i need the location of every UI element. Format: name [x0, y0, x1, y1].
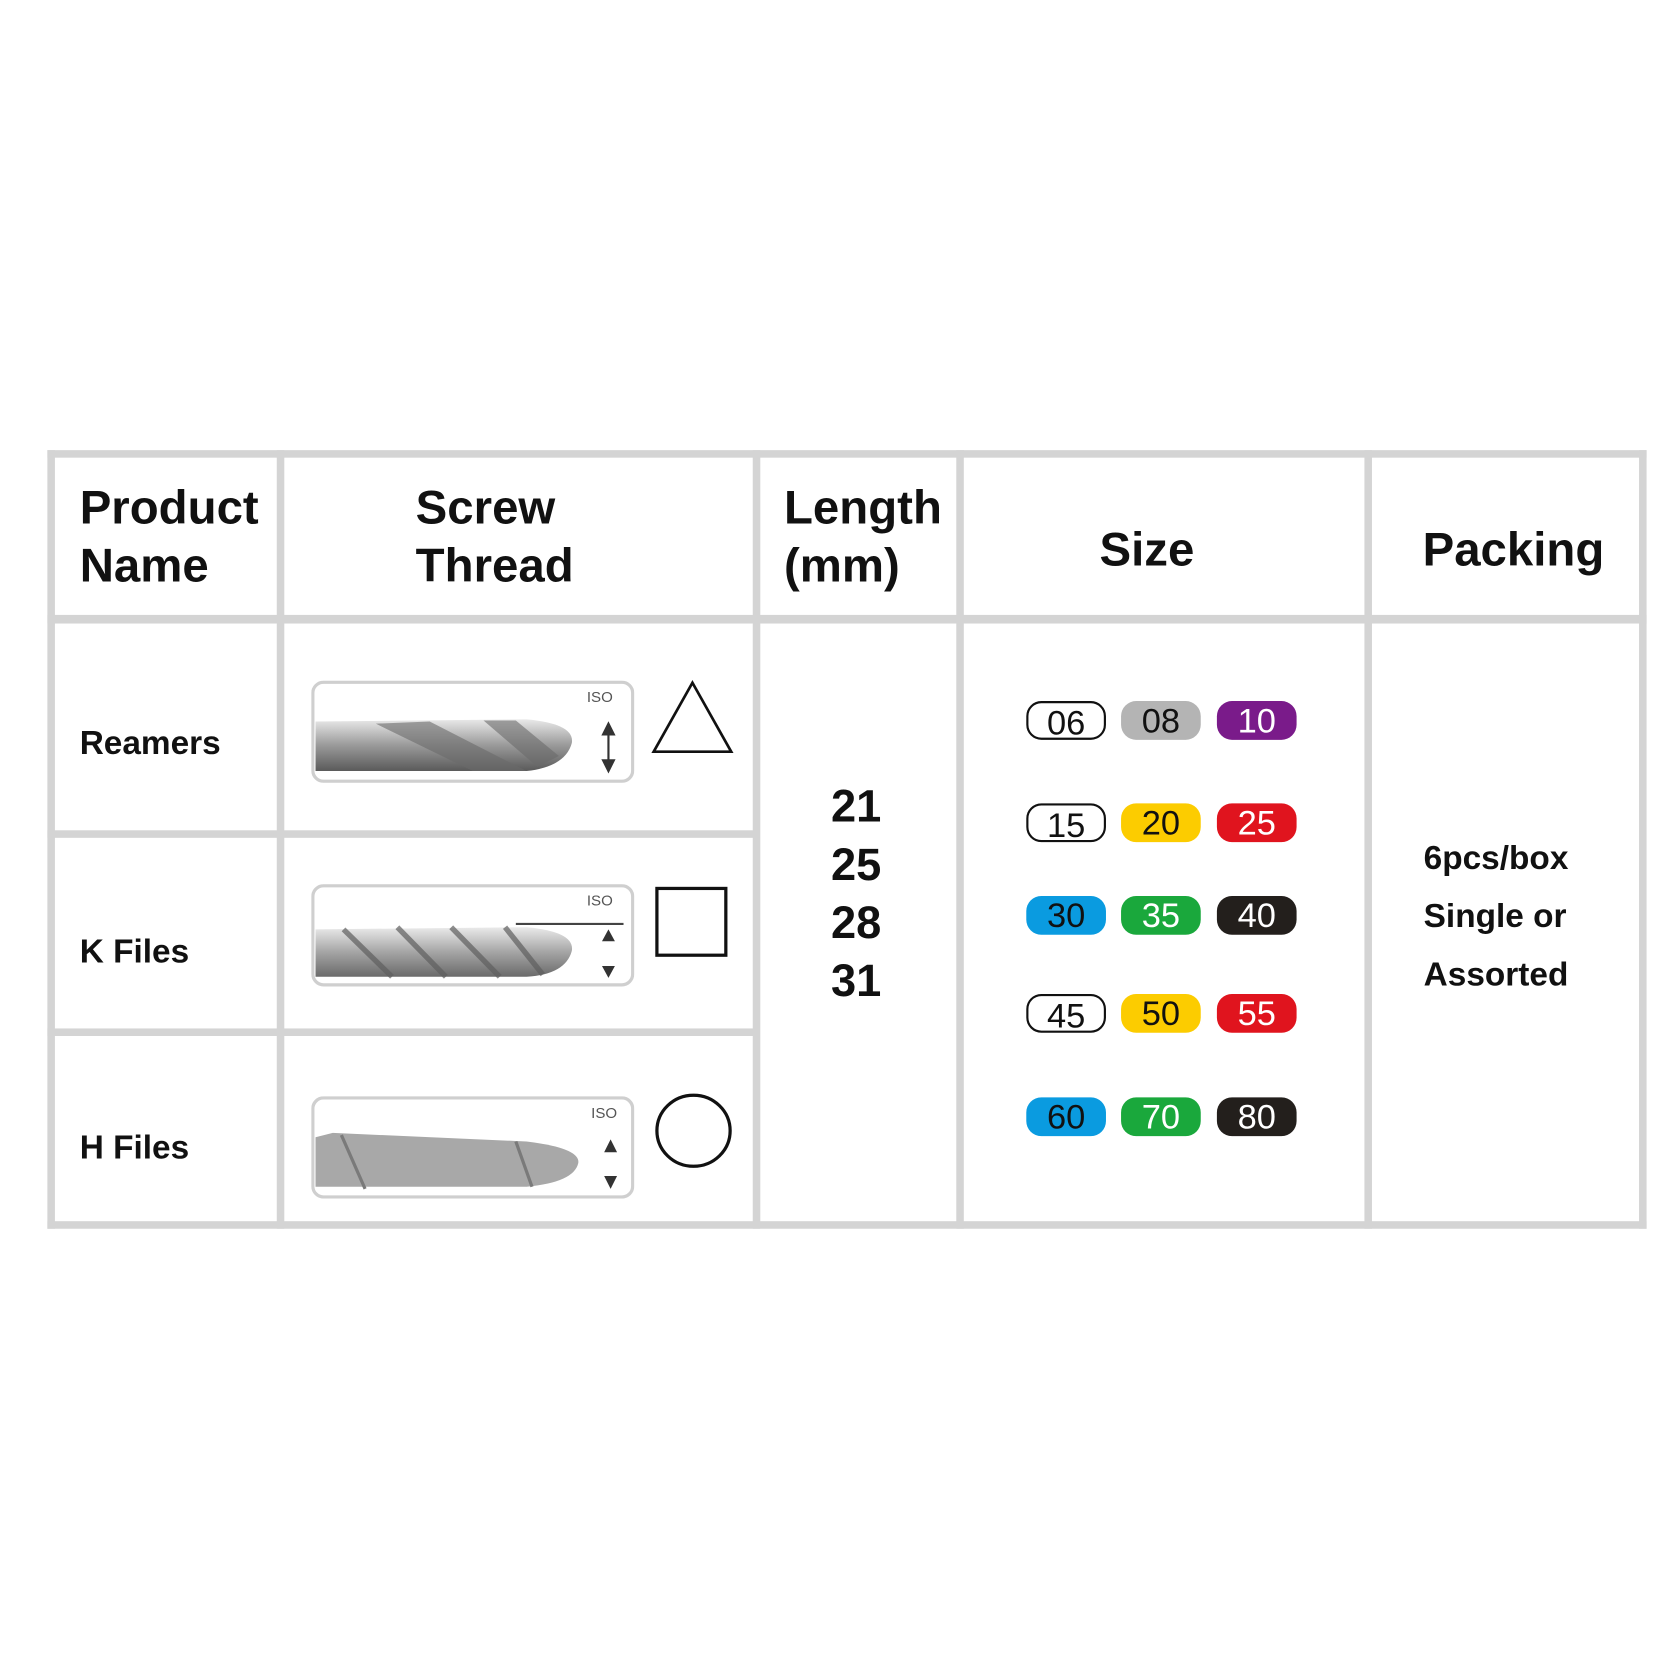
row-divider — [47, 1028, 759, 1036]
length-value: 25 — [830, 838, 882, 890]
header-size: Size — [1099, 523, 1195, 577]
column-divider — [956, 450, 964, 1229]
size-badge: 40 — [1216, 895, 1297, 935]
iso-label: ISO — [591, 1105, 617, 1122]
diameter-arrow-icon — [601, 721, 616, 774]
size-badge: 55 — [1216, 993, 1297, 1033]
table-border-left — [47, 450, 55, 1229]
size-badge: 25 — [1216, 803, 1297, 843]
size-badge: 50 — [1121, 993, 1201, 1033]
size-badge: 10 — [1216, 701, 1297, 740]
size-badge: 70 — [1121, 1097, 1201, 1137]
header-line: Name — [79, 539, 209, 593]
size-badge: 06 — [1026, 701, 1106, 742]
size-badge: 45 — [1026, 993, 1106, 1035]
header-product-name: Product Name — [80, 479, 259, 595]
size-badge: 08 — [1121, 701, 1201, 740]
h-file-thread-illustration: ISO — [311, 1096, 635, 1199]
diameter-arrow-icon — [604, 1139, 618, 1189]
product-name-k-files: K Files — [79, 932, 190, 971]
header-line: Thread — [415, 539, 574, 593]
length-list: 21 25 28 31 — [792, 778, 921, 1011]
column-divider — [276, 450, 285, 1229]
header-screw-thread: Screw Thread — [416, 479, 574, 595]
square-icon — [655, 886, 728, 957]
table-border-right — [1639, 450, 1647, 1229]
iso-label: ISO — [587, 689, 613, 706]
column-divider — [1364, 450, 1372, 1229]
header-line: (mm) — [783, 539, 900, 593]
reamer-thread-illustration: ISO — [311, 680, 635, 783]
table-border-top — [47, 450, 1647, 458]
circle-icon — [655, 1093, 732, 1168]
iso-label: ISO — [587, 893, 613, 910]
size-badge: 30 — [1026, 895, 1106, 935]
row-divider — [47, 830, 759, 838]
packing-info: 6pcs/box Single or Assorted — [1424, 829, 1569, 1003]
size-badge: 80 — [1216, 1097, 1297, 1137]
packing-line: Assorted — [1423, 955, 1569, 993]
header-line: Screw — [415, 481, 556, 535]
k-file-thread-illustration: ISO — [311, 884, 635, 987]
header-line: Length — [783, 481, 942, 535]
size-badge: 15 — [1026, 803, 1106, 844]
size-badge: 20 — [1121, 803, 1201, 843]
header-line: Product — [79, 481, 259, 535]
length-value: 28 — [830, 897, 882, 948]
header-packing: Packing — [1422, 523, 1605, 577]
table-border-bottom — [47, 1221, 1647, 1229]
product-name-reamers: Reamers — [79, 723, 221, 762]
size-badge: 35 — [1121, 895, 1201, 935]
length-value: 31 — [830, 955, 882, 1006]
product-name-h-files: H Files — [79, 1128, 190, 1167]
column-divider — [752, 450, 761, 1229]
header-length: Length (mm) — [784, 479, 942, 595]
size-badge: 60 — [1026, 1097, 1106, 1137]
length-value: 21 — [830, 780, 882, 832]
packing-line: Single or — [1423, 897, 1567, 935]
diameter-arrow-icon — [601, 929, 615, 978]
packing-line: 6pcs/box — [1423, 838, 1569, 877]
triangle-icon — [651, 680, 734, 754]
header-divider — [47, 614, 1647, 624]
